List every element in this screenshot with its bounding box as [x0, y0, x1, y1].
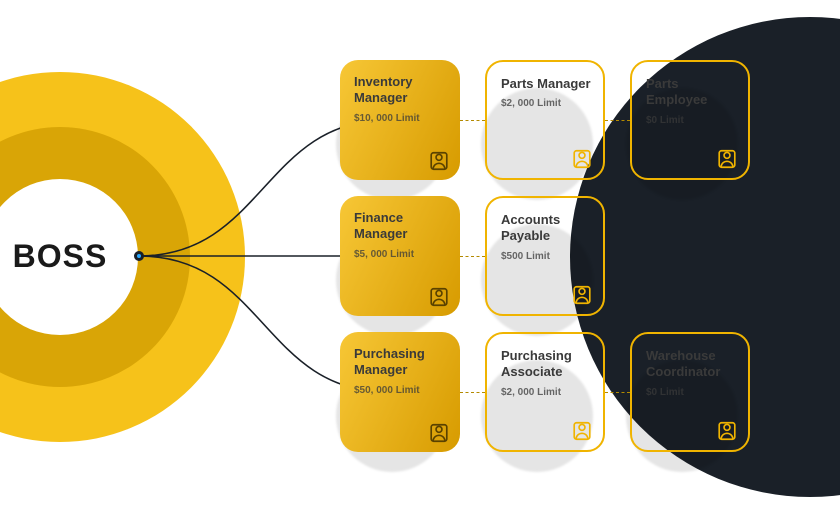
- diagram-stage: BOSS Inventory Manager$10, 000 Limit Par…: [0, 0, 840, 513]
- root-connector-dot: [134, 251, 144, 261]
- role-card-subtitle: $0 Limit: [646, 115, 736, 126]
- role-card-title: Purchasing Associate: [501, 348, 591, 381]
- role-card: Purchasing Manager $50, 000 Limit: [340, 332, 460, 452]
- role-card: Parts Employee $0 Limit: [630, 60, 750, 180]
- person-badge-icon: [428, 150, 450, 172]
- person-badge-icon: [571, 420, 593, 442]
- card-connector: [460, 256, 485, 257]
- role-card-subtitle: $500 Limit: [501, 251, 591, 262]
- role-card: Finance Manager $5, 000 Limit: [340, 196, 460, 316]
- role-card: Inventory Manager $10, 000 Limit: [340, 60, 460, 180]
- role-card-subtitle: $10, 000 Limit: [354, 113, 448, 124]
- role-card-subtitle: $2, 000 Limit: [501, 387, 591, 398]
- role-card: Accounts Payable $500 Limit: [485, 196, 605, 316]
- role-card-subtitle: $0 Limit: [646, 387, 736, 398]
- role-card: Purchasing Associate $2, 000 Limit: [485, 332, 605, 452]
- role-card-title: Finance Manager: [354, 210, 448, 243]
- role-card-subtitle: $50, 000 Limit: [354, 385, 448, 396]
- card-connector: [605, 392, 630, 393]
- person-badge-icon: [428, 422, 450, 444]
- role-card-title: Parts Employee: [646, 76, 736, 109]
- person-badge-icon: [571, 284, 593, 306]
- card-connector: [460, 392, 485, 393]
- role-card-title: Parts Manager: [501, 76, 591, 92]
- person-badge-icon: [716, 420, 738, 442]
- role-card: Parts Manager $2, 000 Limit: [485, 60, 605, 180]
- person-badge-icon: [716, 148, 738, 170]
- card-connector: [460, 120, 485, 121]
- role-card-title: Accounts Payable: [501, 212, 591, 245]
- role-card-subtitle: $5, 000 Limit: [354, 249, 448, 260]
- role-card-title: Purchasing Manager: [354, 346, 448, 379]
- role-card-subtitle: $2, 000 Limit: [501, 98, 591, 109]
- role-card: Warehouse Coordinator $0 Limit: [630, 332, 750, 452]
- person-badge-icon: [571, 148, 593, 170]
- person-badge-icon: [428, 286, 450, 308]
- role-card-title: Warehouse Coordinator: [646, 348, 736, 381]
- card-connector: [605, 120, 630, 121]
- role-card-title: Inventory Manager: [354, 74, 448, 107]
